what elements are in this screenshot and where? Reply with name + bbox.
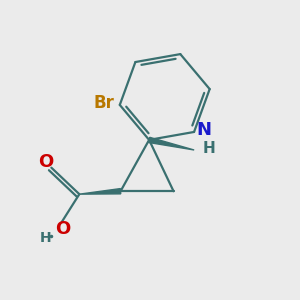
Text: H: H — [40, 231, 51, 245]
Text: Br: Br — [93, 94, 114, 112]
Polygon shape — [148, 137, 194, 150]
Text: H: H — [202, 141, 215, 156]
Polygon shape — [79, 189, 121, 194]
Text: O: O — [56, 220, 71, 238]
Text: O: O — [38, 153, 53, 171]
Text: N: N — [197, 122, 212, 140]
